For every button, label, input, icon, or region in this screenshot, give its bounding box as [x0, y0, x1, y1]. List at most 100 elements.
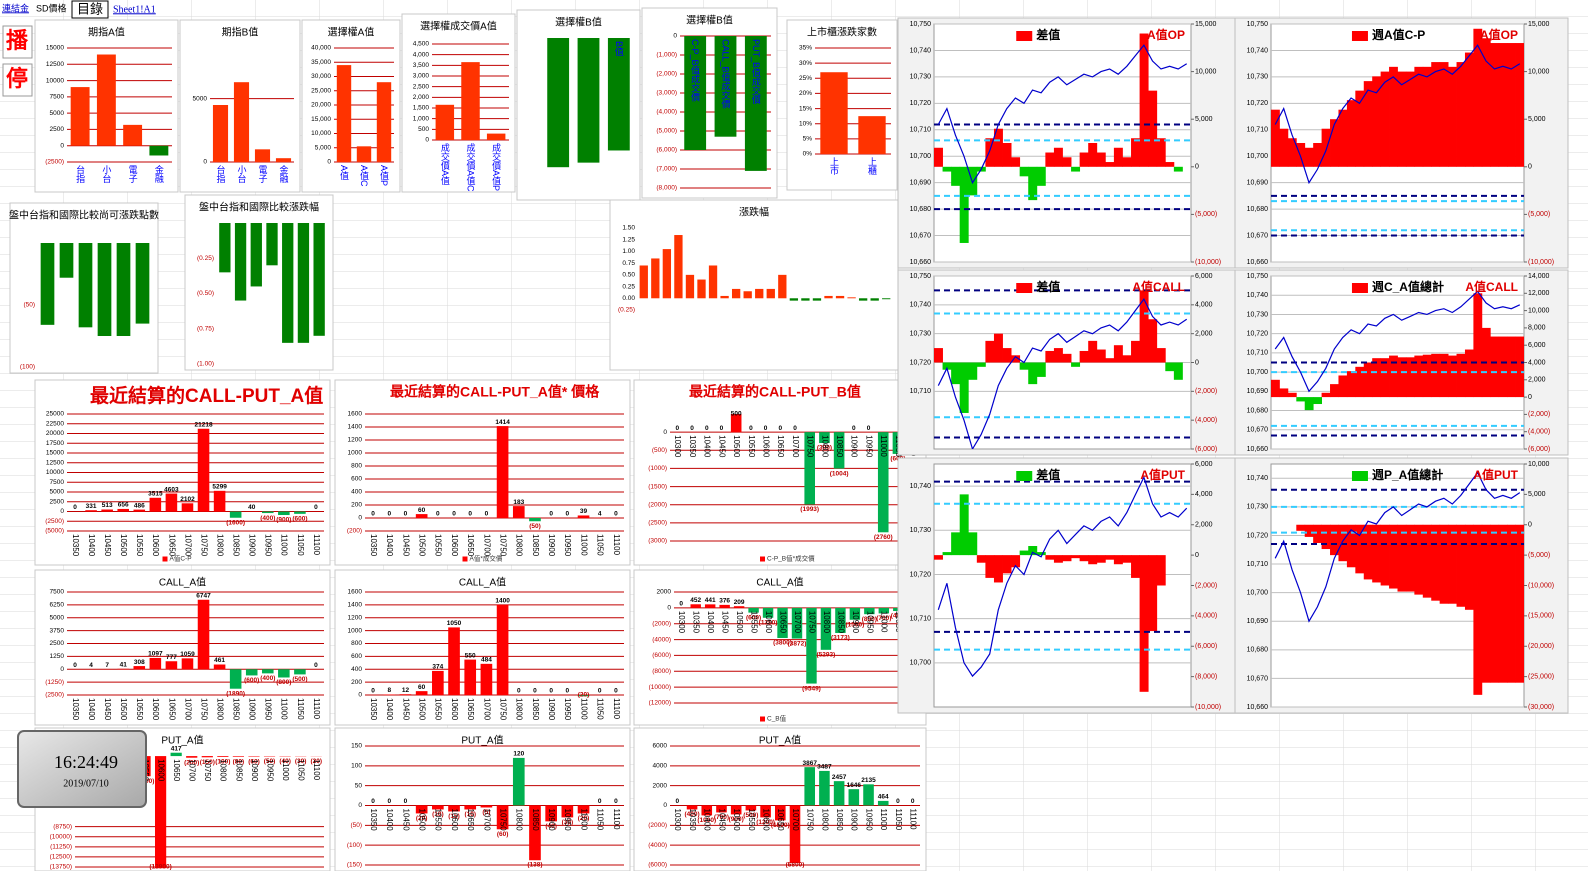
chart-title: 選擇權成交價A值 [420, 20, 497, 33]
legend-label: 週A值C-P [1372, 27, 1425, 42]
data-label: 39 [580, 508, 588, 515]
column [1036, 166, 1046, 186]
x-tick-label: 10900 [547, 809, 556, 832]
y-tick-label: 5000 [50, 489, 65, 496]
x-tick-label: 10500 [418, 534, 427, 557]
y2-tick-label: 0 [1195, 552, 1199, 559]
y-tick-label: 10,730 [910, 527, 932, 534]
x-tick-label: 10850 [835, 809, 844, 832]
x-tick-label: 11000 [879, 809, 888, 831]
y-tick-label: 200 [351, 502, 362, 509]
y-tick-label: 5% [803, 136, 813, 143]
bar [730, 414, 742, 433]
x-tick-label: 10750 [199, 698, 208, 721]
bar [213, 664, 226, 670]
y-tick-label: 10,720 [910, 100, 932, 107]
y-tick-label: 10,670 [1247, 427, 1269, 434]
x-tick-label: 成交價A值C [466, 142, 476, 192]
x-tick-label: 10450 [401, 809, 410, 832]
y2-tick-label: 6,000 [1195, 461, 1213, 468]
x-tick-label: 11050 [296, 698, 305, 720]
y-tick-label: 10,690 [1247, 618, 1269, 625]
x-tick-label: 10650 [167, 698, 176, 721]
bar [801, 298, 810, 301]
x-tick-label: 10750 [806, 435, 815, 458]
cell-link[interactable]: Sheet1!A1 [113, 4, 156, 15]
bar [496, 426, 509, 518]
column [1096, 555, 1106, 563]
stop-label[interactable]: 停 [6, 66, 28, 91]
x-tick-label: 10400 [385, 698, 394, 721]
x-tick-label: 11050 [596, 534, 605, 556]
x-tick-label: 10950 [864, 809, 873, 832]
y-tick-label: 10,730 [910, 331, 932, 338]
column [1296, 397, 1306, 402]
bar [219, 223, 231, 273]
y2-tick-label: (20,000) [1528, 643, 1554, 650]
data-label: 2102 [180, 496, 195, 503]
chart-title: 上市櫃漲跌家數 [807, 26, 877, 39]
column [1431, 62, 1441, 167]
x-tick-label: 10600 [151, 534, 160, 557]
y-tick-label: 10,700 [1247, 153, 1269, 160]
bar [154, 756, 167, 869]
x-tick-label: 10650 [776, 435, 785, 458]
column [1473, 28, 1483, 167]
y-tick-label: (6000) [652, 652, 671, 659]
data-label: 6747 [196, 592, 211, 599]
x-tick-label: 10450 [401, 534, 410, 557]
y-tick-label: 0.00 [622, 295, 635, 302]
x-tick-label: PUT_B值成交價 [751, 39, 761, 105]
x-tick-label: 10800 [215, 534, 224, 557]
column [1330, 384, 1339, 398]
data-label: (400) [684, 811, 699, 818]
bar [858, 298, 868, 301]
y-tick-label: 2,000 [413, 94, 430, 101]
column [1079, 152, 1089, 167]
menu-button[interactable] [71, 0, 109, 19]
y2-tick-label: (10,000) [1528, 582, 1554, 589]
bar [480, 663, 493, 695]
bar [201, 756, 213, 758]
data-label: (50) [264, 758, 276, 765]
y2-tick-label: 10,000 [1528, 68, 1550, 75]
x-tick-label: 11050 [297, 759, 306, 781]
chart-title: 最近結算的CALL-PUT_A值* 價格 [390, 384, 600, 400]
bar [849, 607, 861, 620]
x-tick-label: 10350 [688, 435, 697, 458]
y-tick-label: 1.00 [622, 248, 635, 255]
column [1397, 71, 1407, 167]
bar [529, 805, 541, 861]
bar [639, 265, 648, 299]
column [1372, 524, 1382, 583]
bar [577, 805, 590, 814]
menu-label[interactable]: 目錄 [77, 1, 103, 16]
y-tick-label: 0.50 [622, 272, 635, 279]
play-label[interactable]: 播 [6, 28, 29, 53]
bar [123, 124, 143, 146]
column [968, 532, 978, 556]
link[interactable]: 連結金 [2, 2, 29, 13]
bar [820, 72, 848, 154]
data-label: 0 [371, 688, 375, 695]
data-label: (3800) [773, 640, 792, 647]
y-tick-label: 25% [799, 75, 812, 82]
chart-title: PUT_A值 [161, 734, 203, 747]
data-label: 183 [513, 499, 524, 506]
link[interactable]: SD價格 [36, 2, 67, 13]
column [1287, 392, 1297, 398]
stop-button[interactable] [2, 63, 33, 97]
y2-tick-label: 15,000 [1195, 21, 1217, 28]
data-label: 0 [73, 504, 77, 511]
x-tick-label: 10450 [717, 435, 726, 458]
data-label: (2760) [874, 534, 893, 541]
y-tick-label: (50) [23, 302, 35, 309]
y-tick-label: (200) [347, 528, 362, 535]
chart-title: 期指B值 [222, 26, 259, 39]
x-tick-label: 10850 [531, 534, 540, 557]
y-tick-label: 1200 [348, 614, 363, 621]
bar [266, 223, 278, 266]
chart-title: 最近結算的CALL-PUT_A值 [90, 384, 323, 407]
data-label: (300) [817, 445, 832, 452]
play-button[interactable] [2, 25, 33, 59]
